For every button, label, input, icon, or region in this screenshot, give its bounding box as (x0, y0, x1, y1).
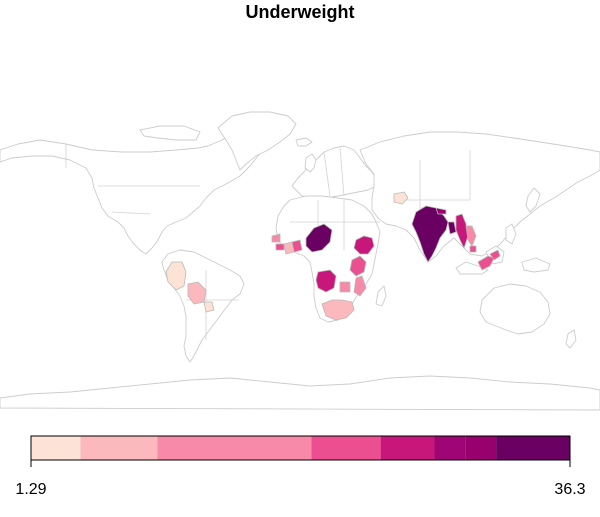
land-philippines (505, 223, 517, 245)
legend-bin-6 (434, 436, 466, 460)
land-iceland (295, 137, 313, 147)
land-arctic-islands (139, 125, 201, 141)
legend-bin-1 (31, 436, 81, 460)
country-angola (315, 269, 337, 293)
land-new-guinea (521, 257, 551, 273)
country-peru (165, 261, 187, 291)
legend-bins (31, 436, 570, 460)
legend-max-label: 36.3 (554, 481, 585, 498)
country-nigeria (305, 223, 333, 253)
country-tanzania (349, 255, 367, 277)
legend-bin-4 (311, 436, 381, 460)
country-south-africa (321, 299, 355, 321)
country-senegal (271, 233, 281, 243)
legend-bin-5 (380, 436, 435, 460)
country-zimbabwe (339, 281, 351, 293)
land-indonesia-west (455, 261, 489, 275)
country-indonesia (477, 255, 495, 271)
land-australia (479, 283, 551, 335)
legend-bin-2 (80, 436, 158, 460)
land-north-america (0, 125, 271, 255)
land-madagascar (375, 285, 387, 307)
country-myanmar (455, 213, 469, 249)
country-nepal (435, 207, 447, 215)
country-ivory-coast (283, 241, 295, 255)
country-ethiopia (353, 235, 375, 255)
legend-bin-3 (157, 436, 312, 460)
map-title: Underweight (245, 2, 355, 22)
country-cambodia (469, 245, 477, 253)
land-japan (525, 187, 541, 213)
land-new-zealand (565, 329, 577, 349)
legend-min-label: 1.29 (15, 481, 46, 498)
legend-bin-8 (496, 436, 570, 460)
land-greenland (217, 111, 297, 171)
choropleth-countries (165, 191, 501, 321)
legend-bin-7 (465, 436, 497, 460)
country-afghanistan (393, 191, 409, 205)
land-uk (304, 153, 317, 173)
country-bangladesh (447, 221, 457, 235)
legend-frame (30, 435, 571, 461)
land-layer (0, 111, 600, 411)
color-legend: 1.29 36.3 (15, 435, 586, 498)
country-mozambique (353, 275, 367, 297)
country-paraguay (203, 301, 215, 313)
country-laos (465, 225, 477, 247)
country-guinea (275, 243, 285, 251)
land-antarctica (0, 375, 600, 411)
country-philippines (489, 249, 501, 261)
